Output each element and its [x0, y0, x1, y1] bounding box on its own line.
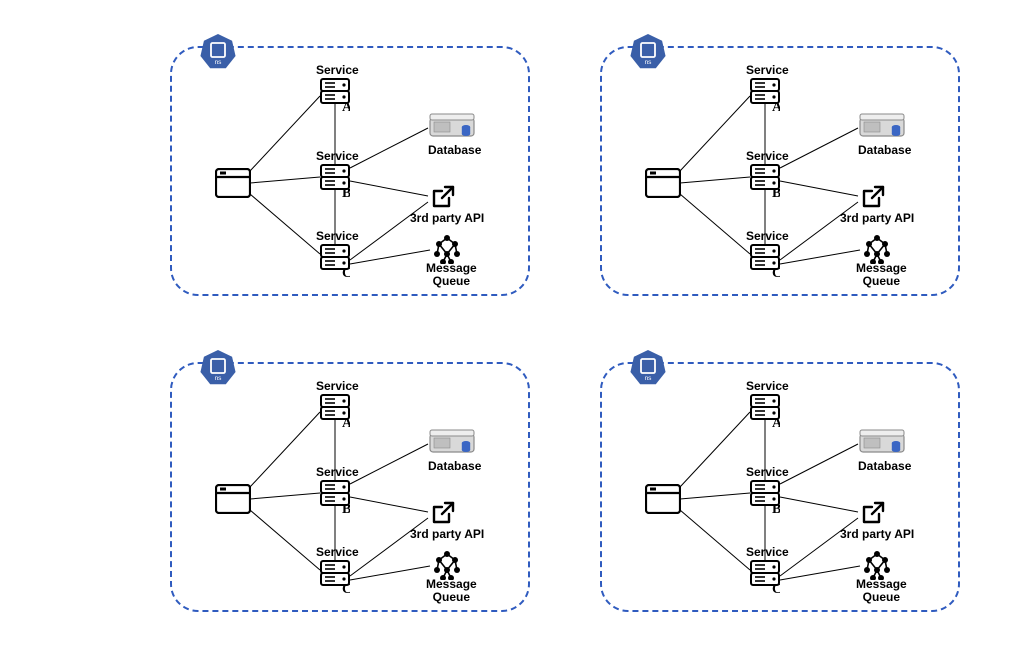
svg-text:B: B: [342, 502, 350, 516]
svg-text:B: B: [342, 186, 350, 200]
database-icon: [428, 428, 476, 456]
svg-text:B: B: [772, 502, 780, 516]
label-serviceC: Service: [746, 230, 789, 243]
database-icon: [858, 112, 906, 140]
message-queue-icon: [432, 550, 462, 580]
browser-icon: [215, 168, 251, 198]
label-serviceB: Service: [316, 150, 359, 163]
svg-text:C: C: [772, 266, 780, 280]
service-icon-B: B: [750, 164, 780, 200]
svg-text:C: C: [772, 582, 780, 596]
svg-text:A: A: [772, 416, 780, 430]
svg-text:ns: ns: [215, 375, 223, 382]
svg-text:B: B: [772, 186, 780, 200]
browser-icon: [645, 168, 681, 198]
service-icon-C: C: [750, 244, 780, 280]
namespace-badge: ns: [628, 348, 668, 388]
svg-text:A: A: [772, 100, 780, 114]
database-icon: [858, 428, 906, 456]
label-serviceC: Service: [316, 546, 359, 559]
message-queue-icon: [862, 550, 892, 580]
namespace-badge: ns: [198, 348, 238, 388]
label-queue: Message Queue: [426, 262, 477, 288]
service-icon-A: A: [320, 394, 350, 430]
label-serviceC: Service: [746, 546, 789, 559]
service-icon-C: C: [320, 560, 350, 596]
browser-icon: [215, 484, 251, 514]
namespace-badge: ns: [628, 32, 668, 72]
svg-text:A: A: [342, 416, 350, 430]
label-api: 3rd party API: [840, 212, 914, 225]
label-serviceB: Service: [746, 150, 789, 163]
svg-text:ns: ns: [645, 59, 653, 66]
label-serviceA: Service: [746, 380, 789, 393]
label-queue: Message Queue: [426, 578, 477, 604]
database-icon: [428, 112, 476, 140]
label-serviceB: Service: [746, 466, 789, 479]
label-serviceA: Service: [316, 380, 359, 393]
service-icon-A: A: [750, 78, 780, 114]
external-link-icon: [860, 184, 886, 210]
service-icon-A: A: [320, 78, 350, 114]
svg-text:ns: ns: [215, 59, 223, 66]
cluster-c3: ns A Service B Service C Service Database 3rd pa…: [170, 352, 530, 612]
label-queue: Message Queue: [856, 578, 907, 604]
label-database: Database: [428, 460, 481, 473]
label-database: Database: [428, 144, 481, 157]
service-icon-B: B: [750, 480, 780, 516]
service-icon-C: C: [320, 244, 350, 280]
label-serviceB: Service: [316, 466, 359, 479]
svg-text:C: C: [342, 266, 350, 280]
svg-text:ns: ns: [645, 375, 653, 382]
label-api: 3rd party API: [840, 528, 914, 541]
message-queue-icon: [862, 234, 892, 264]
external-link-icon: [430, 500, 456, 526]
browser-icon: [645, 484, 681, 514]
service-icon-B: B: [320, 480, 350, 516]
message-queue-icon: [432, 234, 462, 264]
service-icon-C: C: [750, 560, 780, 596]
svg-text:C: C: [342, 582, 350, 596]
namespace-badge: ns: [198, 32, 238, 72]
label-api: 3rd party API: [410, 528, 484, 541]
external-link-icon: [860, 500, 886, 526]
cluster-c2: ns A Service B Service C Service Database 3rd pa…: [600, 36, 960, 296]
service-icon-B: B: [320, 164, 350, 200]
label-queue: Message Queue: [856, 262, 907, 288]
service-icon-A: A: [750, 394, 780, 430]
external-link-icon: [430, 184, 456, 210]
cluster-c4: ns A Service B Service C Service Database 3rd pa…: [600, 352, 960, 612]
label-serviceC: Service: [316, 230, 359, 243]
label-serviceA: Service: [316, 64, 359, 77]
label-serviceA: Service: [746, 64, 789, 77]
label-database: Database: [858, 460, 911, 473]
label-database: Database: [858, 144, 911, 157]
label-api: 3rd party API: [410, 212, 484, 225]
cluster-c1: ns A Service B Service C Service Database 3rd pa…: [170, 36, 530, 296]
svg-text:A: A: [342, 100, 350, 114]
